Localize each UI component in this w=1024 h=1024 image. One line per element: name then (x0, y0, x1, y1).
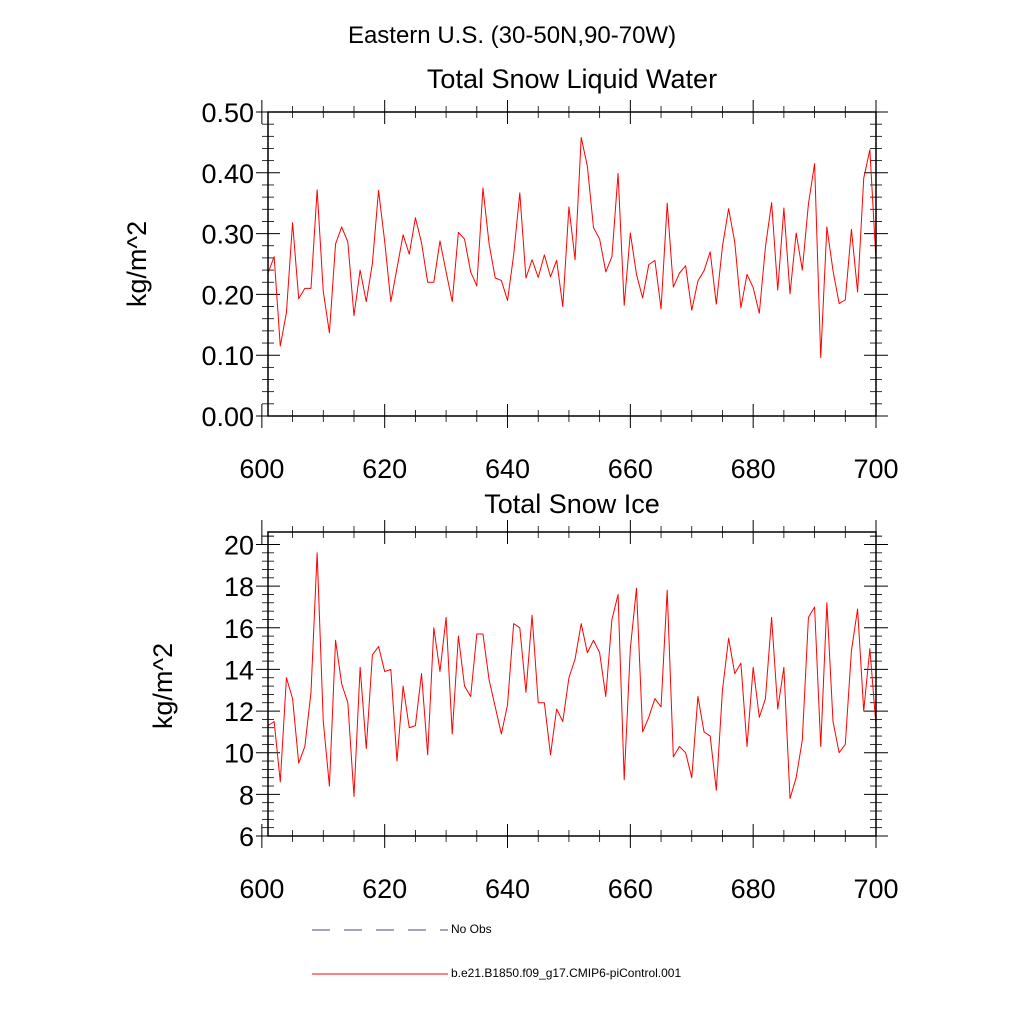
plot-frame (267, 531, 877, 837)
x-tick-label: 620 (362, 874, 407, 904)
y-tick-label: 20 (224, 530, 254, 560)
chart-title: Total Snow Liquid Water (427, 64, 717, 94)
x-tick-label: 600 (239, 874, 284, 904)
chart-title: Total Snow Ice (484, 489, 660, 519)
y-tick-label: 10 (224, 739, 254, 769)
x-tick-label: 620 (362, 454, 407, 484)
y-tick-label: 0.40 (201, 159, 254, 189)
y-tick-label: 8 (239, 780, 254, 810)
panel-snow-ice: Total Snow Ice kg/m^2 6 8 10 12 14 16 18 20 600 6… (148, 489, 899, 904)
legend: No Obs b.e21.B1850.f09_g17.CMIP6-piContr… (312, 922, 681, 980)
y-axis-label: kg/m^2 (148, 643, 178, 729)
series-line (267, 552, 877, 800)
legend-label-no-obs: No Obs (451, 922, 492, 936)
x-tick-label: 700 (853, 454, 898, 484)
x-tick-label: 660 (608, 874, 653, 904)
y-tick-label: 12 (224, 697, 254, 727)
x-tick-label: 700 (853, 874, 898, 904)
x-tick-label: 680 (731, 454, 776, 484)
y-tick-label: 14 (224, 655, 254, 685)
legend-label-control-run: b.e21.B1850.f09_g17.CMIP6-piControl.001 (451, 966, 681, 980)
y-tick-label: 0.20 (201, 280, 254, 310)
x-tick-label: 640 (485, 454, 530, 484)
y-tick-label: 16 (224, 614, 254, 644)
figure-suptitle: Eastern U.S. (30-50N,90-70W) (348, 22, 676, 49)
y-tick-label: 0.00 (201, 402, 254, 432)
y-tick-label: 18 (224, 572, 254, 602)
panel-snow-liquid-water: Total Snow Liquid Water kg/m^2 0.00 0.10 0… (122, 64, 899, 484)
y-tick-label: 0.50 (201, 98, 254, 128)
x-tick-label: 660 (608, 454, 653, 484)
y-tick-label: 0.10 (201, 341, 254, 371)
x-tick-label: 640 (485, 874, 530, 904)
x-tick-label: 600 (239, 454, 284, 484)
y-axis-label: kg/m^2 (122, 221, 152, 307)
x-tick-label: 680 (731, 874, 776, 904)
y-tick-label: 6 (239, 822, 254, 852)
series-line (267, 137, 877, 359)
y-tick-label: 0.30 (201, 220, 254, 250)
plot-frame (267, 111, 877, 417)
